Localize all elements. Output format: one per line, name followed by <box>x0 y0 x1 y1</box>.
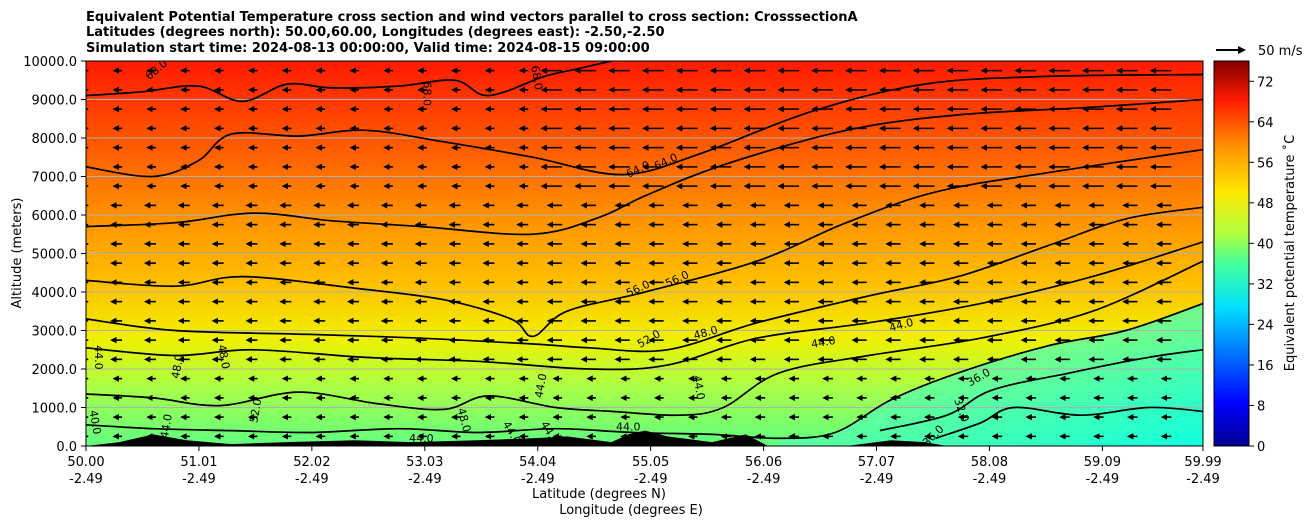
x-axis-label-line-2: Longitude (degrees E) <box>559 503 703 518</box>
contour-68 <box>86 61 612 103</box>
contour-label: 48.0 <box>215 344 232 370</box>
x-tick-label-lon: -2.49 <box>973 472 1007 487</box>
x-tick-label-lat: 50.00 <box>67 455 104 470</box>
contour-label: 48.0 <box>169 353 186 379</box>
contour-label: 44.0 <box>690 374 707 400</box>
colorbar-tick-label: 56 <box>1257 156 1274 171</box>
contour-label: 44.0 <box>810 334 836 351</box>
contour-label: 52.0 <box>247 398 264 424</box>
colorbar-tick-label: 40 <box>1257 237 1274 252</box>
x-tick-label-lat: 53.03 <box>406 455 443 470</box>
x-tick-label-lon: -2.49 <box>182 472 216 487</box>
x-tick-label-lon: -2.49 <box>1086 472 1120 487</box>
contour-label: 48.0 <box>692 323 719 342</box>
y-tick-label: 9000.0 <box>32 94 78 109</box>
contour-label: 48.0 <box>455 407 474 434</box>
chart-title-line-1: Equivalent Potential Temperature cross s… <box>86 10 858 25</box>
colorbar-ticks: 0 8 16 24 32 40 48 56 64 72 <box>1249 75 1274 455</box>
x-tick-label-lon: -2.49 <box>295 472 329 487</box>
x-tick-label-lon: -2.49 <box>408 472 442 487</box>
x-tick-label-lon: -2.49 <box>1186 472 1220 487</box>
y-tick-label: 7000.0 <box>32 171 78 186</box>
colorbar-tick-label: 0 <box>1257 440 1265 455</box>
x-tick-label-lon: -2.49 <box>747 472 781 487</box>
terrain <box>86 430 1203 446</box>
y-tick-label: 4000.0 <box>32 286 78 301</box>
contour-64 <box>86 73 1203 178</box>
contour-56 <box>86 148 1203 338</box>
contour-48 <box>86 241 1203 371</box>
y-tick-label: 6000.0 <box>32 209 78 224</box>
contour-label: 44.0 <box>158 413 175 439</box>
wind-vectors <box>86 67 1172 440</box>
x-tick-label-lat: 54.04 <box>519 455 556 470</box>
x-tick-label-lat: 52.02 <box>293 455 330 470</box>
cool-air-region <box>779 303 1203 446</box>
colorbar-tick-label: 48 <box>1257 197 1274 212</box>
x-tick-label-lat: 59.99 <box>1184 455 1221 470</box>
x-tick-label-lat: 55.05 <box>632 455 669 470</box>
x-tick-label-lon: -2.49 <box>860 472 894 487</box>
x-tick-label-lon: -2.49 <box>69 472 103 487</box>
x-tick-label-lat: 59.09 <box>1084 455 1121 470</box>
y-tick-label: 1000.0 <box>32 402 78 417</box>
x-tick-label-lon: -2.49 <box>634 472 668 487</box>
contour-label: 44.0 <box>532 373 549 399</box>
contour-lines <box>86 61 1203 440</box>
x-tick-label-lat: 57.07 <box>858 455 895 470</box>
contour-label: 44.0 <box>616 421 641 434</box>
contour-32 <box>935 406 1203 440</box>
colorbar-label: Equivalent potential temperature ˚C <box>1282 135 1298 371</box>
y-tick-label: 8000.0 <box>32 132 78 147</box>
contour-40 <box>86 302 1203 440</box>
colorbar-tick-label: 64 <box>1257 116 1274 131</box>
contour-label: 68.0 <box>528 65 545 91</box>
colorbar-gradient <box>1213 60 1250 447</box>
y-axis-label: Altitude (meters) <box>10 198 25 309</box>
colorbar-tick-label: 72 <box>1257 75 1274 90</box>
x-tick-label-lat: 56.06 <box>745 455 782 470</box>
colorbar-tick-label: 32 <box>1257 278 1274 293</box>
x-tick-label-lat: 51.01 <box>180 455 217 470</box>
chart-title-line-2: Latitudes (degrees north): 50.00,60.00, … <box>86 25 665 40</box>
quiver-key-label: 50 m/s <box>1258 44 1303 59</box>
contour-60 <box>86 98 1203 236</box>
contour-52 <box>86 206 1203 353</box>
x-axis-ticks: 50.00 -2.49 51.01 -2.49 52.02 -2.49 53.03 -2.49… <box>67 446 1222 487</box>
contour-label: 44.0 <box>92 345 105 370</box>
contour-44 <box>86 260 1203 417</box>
y-tick-label: 0.0 <box>56 440 77 455</box>
y-tick-label: 2000.0 <box>32 363 78 378</box>
colorbar-tick-label: 16 <box>1257 359 1274 374</box>
contour-label: 40.0 <box>87 409 104 435</box>
y-tick-label: 3000.0 <box>32 325 78 340</box>
colorbar: 0 8 16 24 32 40 48 56 64 72 Equivalent potential … <box>1213 60 1298 455</box>
contour-label: 44.0 <box>888 316 915 335</box>
x-tick-label-lat: 58.08 <box>971 455 1008 470</box>
x-axis-label-line-1: Latitude (degrees N) <box>532 487 666 502</box>
contour-36 <box>879 348 1203 432</box>
contour-label: 68.0 <box>476 49 501 62</box>
quiver-key: 50 m/s <box>1216 44 1303 59</box>
contour-label: 68.0 <box>421 81 434 106</box>
y-axis-ticks: 0.0 1000.0 2000.0 3000.0 4000.0 5000.0 6000.0 7… <box>23 55 86 455</box>
x-tick-label-lon: -2.49 <box>521 472 555 487</box>
chart-title-line-3: Simulation start time: 2024-08-13 00:00:… <box>86 41 650 56</box>
colorbar-tick-label: 24 <box>1257 318 1274 333</box>
colorbar-tick-label: 8 <box>1257 399 1265 414</box>
y-tick-label: 10000.0 <box>23 55 77 70</box>
y-tick-label: 5000.0 <box>32 248 78 263</box>
plot-area: 68.068.068.068.064.0 64.056.0 56.052.0 48.0… <box>86 49 1203 446</box>
